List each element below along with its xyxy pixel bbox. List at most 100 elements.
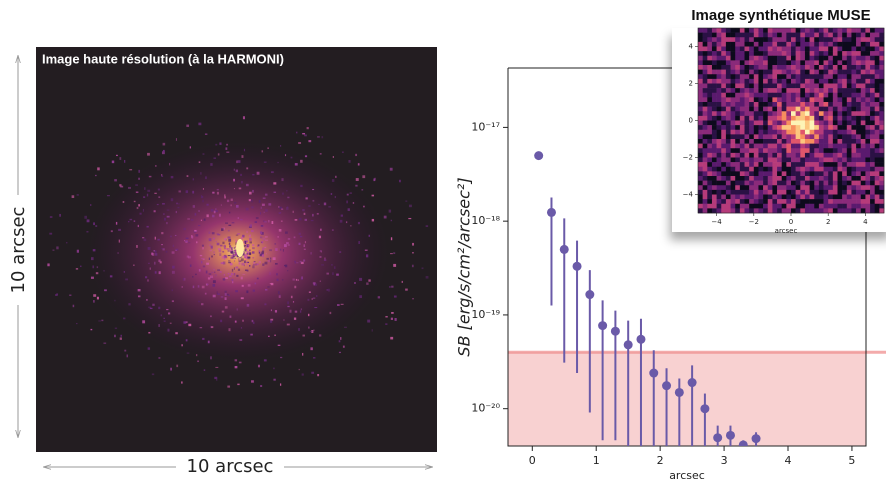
galaxy-speck	[259, 253, 262, 257]
heat-cell	[735, 41, 741, 47]
galaxy-speck	[225, 147, 228, 150]
heat-cell	[814, 185, 820, 191]
heat-cell	[856, 166, 862, 172]
heat-cell	[744, 162, 750, 168]
heat-cell	[874, 152, 880, 158]
heat-cell	[832, 129, 838, 135]
heat-cell	[814, 171, 820, 177]
heat-cell	[767, 51, 773, 57]
galaxy-speck	[279, 206, 283, 209]
galaxy-speck	[346, 193, 349, 196]
heat-cell	[739, 125, 745, 131]
galaxy-speck	[237, 233, 241, 235]
heat-cell	[818, 60, 824, 66]
galaxy-speck	[234, 320, 237, 323]
galaxy-speck	[162, 202, 165, 205]
galaxy-speck	[103, 342, 107, 344]
heat-cell	[744, 69, 750, 75]
heat-cell	[698, 180, 703, 186]
heat-cell	[711, 88, 717, 94]
heat-cell	[767, 37, 773, 43]
heat-cell	[781, 60, 787, 66]
heat-cell	[860, 111, 866, 117]
heat-cell	[781, 143, 787, 149]
heat-cell	[818, 189, 824, 195]
galaxy-speck	[323, 202, 327, 206]
heat-cell	[781, 125, 787, 131]
heat-cell	[763, 65, 769, 70]
heat-cell	[753, 185, 759, 191]
heat-cell	[809, 88, 815, 94]
data-point	[546, 207, 556, 217]
galaxy-speck	[166, 308, 169, 311]
heat-cell	[763, 194, 769, 200]
heat-cell	[823, 65, 829, 70]
heat-cell	[767, 65, 773, 70]
heat-cell	[800, 60, 806, 66]
heat-cell	[763, 166, 769, 172]
heat-cell	[818, 32, 824, 38]
heat-cell	[749, 60, 755, 66]
galaxy-speck	[187, 256, 191, 259]
heat-cell	[860, 92, 866, 98]
heat-cell	[749, 166, 755, 172]
heat-cell	[860, 129, 866, 135]
heat-cell	[809, 171, 815, 177]
heat-cell	[772, 92, 778, 98]
heat-cell	[804, 176, 810, 181]
heat-cell	[800, 134, 806, 140]
inset-x-tick-label: −4	[711, 218, 722, 226]
heat-cell	[725, 69, 731, 75]
heat-cell	[763, 120, 769, 126]
galaxy-speck	[80, 265, 82, 267]
heat-cell	[707, 97, 713, 103]
galaxy-speck	[294, 310, 298, 313]
heat-cell	[828, 143, 834, 149]
galaxy-speck	[168, 312, 171, 315]
heat-cell	[781, 129, 787, 135]
heat-cell	[721, 55, 727, 61]
heat-cell	[791, 60, 796, 66]
heat-cell	[721, 28, 727, 33]
heat-cell	[721, 78, 727, 84]
heat-cell	[804, 97, 810, 103]
galaxy-speck	[246, 252, 249, 255]
heat-cell	[809, 148, 815, 154]
heat-cell	[804, 143, 810, 149]
heat-cell	[749, 157, 755, 163]
heat-cell	[758, 69, 764, 75]
heat-cell	[749, 139, 755, 144]
heat-cell	[772, 46, 778, 52]
galaxy-speck	[240, 327, 243, 329]
heat-cell	[818, 55, 824, 61]
heat-cell	[860, 106, 866, 112]
heat-cell	[856, 60, 862, 66]
heat-cell	[758, 65, 764, 70]
galaxy-speck	[211, 255, 213, 258]
heat-cell	[763, 51, 769, 57]
heat-cell	[721, 83, 727, 89]
heat-cell	[879, 69, 885, 75]
heat-cell	[777, 32, 782, 38]
heat-cell	[749, 28, 755, 33]
heat-cell	[772, 171, 778, 177]
galaxy-speck	[281, 178, 284, 182]
heat-cell	[772, 60, 778, 66]
heat-cell	[730, 32, 736, 38]
heat-cell	[837, 37, 843, 43]
galaxy-speck	[287, 238, 291, 240]
heat-cell	[739, 41, 745, 47]
galaxy-speck	[251, 319, 254, 323]
heat-cell	[791, 129, 796, 135]
heat-cell	[767, 171, 773, 177]
heat-cell	[865, 106, 871, 112]
galaxy-speck	[210, 163, 213, 166]
galaxy-speck	[177, 203, 180, 205]
heat-cell	[795, 60, 801, 66]
heat-cell	[781, 139, 787, 144]
heat-cell	[711, 180, 717, 186]
galaxy-speck	[260, 206, 262, 209]
heat-cell	[846, 148, 852, 154]
heat-cell	[814, 208, 820, 214]
heat-cell	[698, 46, 703, 52]
